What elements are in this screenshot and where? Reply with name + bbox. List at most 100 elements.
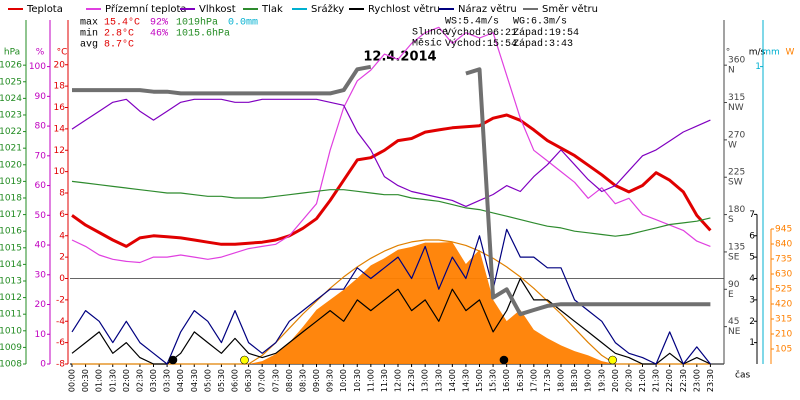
y-tick-label: 1022 [0, 127, 22, 137]
sun-set-marker [608, 355, 617, 365]
y-tick-label: 840 [775, 240, 792, 250]
x-tick-label: 11:30 [380, 369, 389, 392]
x-tick-label: 16:30 [516, 369, 525, 392]
y-tick-label: 5 [749, 253, 755, 263]
y-tick-label: 80 [35, 122, 47, 132]
series-line [71, 228, 711, 365]
y-tick-label: 1009 [0, 343, 22, 353]
series-line [71, 180, 711, 237]
axis-title: ° [726, 48, 731, 58]
y-tick-name: NW [728, 103, 744, 113]
stat-label: min [80, 28, 98, 40]
legend-label: Náraz větru [458, 3, 517, 15]
series-area [72, 242, 711, 364]
legend-label: Rychlost větru [368, 3, 440, 15]
y-tick-label: 1008 [0, 360, 22, 370]
y-tick-label: 1023 [0, 110, 22, 120]
x-tick-label: 20:30 [624, 369, 633, 392]
y-tick-label: -8 [56, 360, 65, 370]
x-tick-label: 17:00 [529, 369, 538, 392]
sun-rise-time: 06:21 [487, 28, 517, 39]
x-tick-label: 21:30 [652, 369, 661, 392]
x-tick-label: 10:00 [339, 369, 348, 392]
x-tick-label: 16:00 [502, 369, 511, 392]
legend-label: Tlak [261, 4, 283, 15]
sun-label: Slunce [412, 27, 448, 39]
stat-hum: 92% [150, 18, 168, 29]
series-line [71, 113, 712, 248]
series-line [72, 64, 711, 317]
y-tick-label: 40 [35, 241, 47, 251]
y-tick-label: 20 [35, 300, 47, 310]
stat-label: avg [80, 40, 98, 51]
y-tick-label: 4 [749, 274, 755, 284]
y-tick-label: 0 [40, 360, 46, 370]
x-tick-label: 22:30 [679, 369, 688, 392]
x-tick-label: 14:00 [448, 369, 457, 392]
legend-label: Směr větru [542, 3, 598, 15]
y-tick-label: 6 [749, 231, 755, 241]
moon-rise-label: Východ: [445, 38, 487, 50]
x-tick-label: 23:30 [706, 369, 715, 392]
x-tick-label: 23:00 [692, 369, 701, 392]
x-tick-label: 00:30 [81, 369, 90, 392]
legend-label: Srážky [311, 3, 344, 15]
y-tick-label: -6 [56, 338, 65, 348]
y-tick-label: 18 [54, 82, 66, 92]
y-tick-label: 20 [54, 60, 66, 70]
y-tick-label: 45 [728, 317, 739, 327]
x-tick-label: 09:30 [326, 369, 335, 392]
x-tick-label: 11:00 [366, 369, 375, 392]
y-tick-label: 90 [728, 280, 740, 290]
x-tick-label: 21:00 [638, 369, 647, 392]
axis-title: °C [57, 48, 68, 58]
x-tick-label: 22:00 [665, 369, 674, 392]
y-tick-label: 1026 [0, 61, 22, 71]
y-tick-label: 2 [749, 317, 755, 327]
axis-title: W [786, 48, 795, 58]
sun-rise: Východ:06:21 [445, 27, 517, 39]
y-tick-label: 270 [728, 130, 745, 140]
y-tick-label: 1016 [0, 227, 22, 237]
y-tick-label: 60 [35, 181, 47, 191]
series-line [72, 239, 711, 365]
x-tick-label: 09:00 [312, 369, 321, 392]
x-tick-label: 07:00 [258, 369, 267, 392]
y-tick-label: 420 [775, 300, 792, 310]
x-tick-label: 15:30 [489, 369, 498, 392]
x-tick-label: 05:00 [203, 369, 212, 392]
x-tick-label: 20:00 [611, 369, 620, 392]
x-axis-label: čas [735, 370, 750, 381]
x-tick-label: 04:00 [176, 369, 185, 392]
moon-set-label: Západ: [513, 38, 549, 50]
y-tick-label: 315 [775, 315, 792, 325]
y-tick-name: E [728, 290, 734, 300]
y-tick-label: 1010 [0, 326, 22, 336]
y-tick-label: 135 [728, 242, 745, 252]
y-tick-label: 1018 [0, 193, 22, 203]
y-tick-label: 50 [35, 211, 47, 221]
y-tick-label: 1014 [0, 260, 22, 270]
axis-title: m/s [749, 48, 766, 58]
stat-temp: 2.8°C [104, 28, 134, 40]
y-tick-label: 12 [54, 146, 65, 156]
moon-set: Západ:3:43 [513, 38, 573, 50]
x-tick-label: 02:30 [135, 369, 144, 392]
x-tick-label: 19:00 [584, 369, 593, 392]
y-tick-name: SW [728, 178, 743, 188]
legend-label: Teplota [26, 4, 63, 15]
x-tick-label: 18:30 [570, 369, 579, 392]
x-tick-label: 18:00 [557, 369, 566, 392]
x-tick-label: 13:30 [434, 369, 443, 392]
y-tick-label: 225 [728, 168, 745, 178]
series-line [71, 98, 711, 207]
y-tick-label: 8 [59, 189, 65, 199]
y-tick-label: 6 [59, 210, 65, 220]
y-tick-name: S [728, 215, 734, 225]
x-tick-label: 12:00 [394, 369, 403, 392]
moon-label: Měsíc [412, 38, 442, 50]
sun-rise-label: Východ: [445, 27, 487, 39]
y-tick-label: 1025 [0, 77, 22, 87]
y-tick-label: 7 [749, 210, 755, 220]
